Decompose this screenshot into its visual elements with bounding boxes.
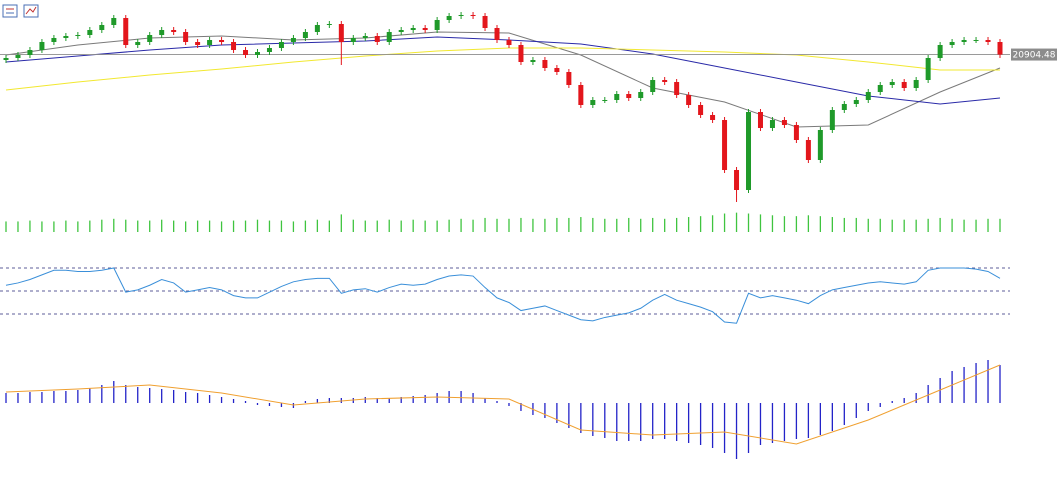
candle-body bbox=[650, 80, 656, 92]
icon-line bbox=[25, 6, 37, 15]
candle-body bbox=[207, 40, 213, 45]
candle-body bbox=[326, 24, 332, 25]
candle-body bbox=[147, 35, 153, 42]
candle-body bbox=[266, 48, 272, 52]
icon-chart[interactable] bbox=[23, 4, 39, 18]
candle-body bbox=[985, 40, 991, 42]
candle-body bbox=[123, 18, 129, 45]
candle-body bbox=[422, 28, 428, 30]
candle-body bbox=[314, 25, 320, 32]
candle-body bbox=[518, 45, 524, 62]
candle-body bbox=[386, 32, 392, 42]
candle-body bbox=[338, 24, 344, 42]
candle-body bbox=[302, 32, 308, 38]
candle-body bbox=[494, 28, 500, 40]
candle-body bbox=[913, 80, 919, 88]
candle-body bbox=[63, 36, 69, 38]
candle-body bbox=[135, 42, 141, 45]
candle-body bbox=[626, 94, 632, 98]
last-price-box bbox=[1011, 48, 1057, 61]
candle-body bbox=[290, 38, 296, 42]
candle-body bbox=[817, 130, 823, 160]
candle-body bbox=[219, 40, 225, 42]
icon-list[interactable] bbox=[2, 4, 18, 18]
candle-body bbox=[434, 20, 440, 30]
candle-body bbox=[662, 80, 668, 82]
candle-body bbox=[15, 55, 21, 58]
candle-body bbox=[458, 15, 464, 16]
candle-body bbox=[350, 38, 356, 42]
moving-average bbox=[5, 31, 1001, 128]
candle-body bbox=[686, 95, 692, 105]
candle-body bbox=[446, 16, 452, 20]
candle-body bbox=[75, 35, 81, 36]
candle-body bbox=[111, 18, 117, 25]
candle-body bbox=[865, 92, 871, 100]
candle-body bbox=[171, 30, 177, 32]
signal-line bbox=[5, 364, 1001, 445]
candle-body bbox=[877, 85, 883, 92]
candle-body bbox=[39, 42, 45, 50]
candle-body bbox=[362, 36, 368, 38]
candle-body bbox=[374, 36, 380, 42]
candle-body bbox=[841, 104, 847, 110]
candle-body bbox=[829, 110, 835, 130]
candle-body bbox=[614, 94, 620, 100]
candle-body bbox=[889, 82, 895, 85]
candle-body bbox=[901, 82, 907, 88]
candle-body bbox=[87, 30, 93, 35]
candle-body bbox=[398, 30, 404, 32]
candle-body bbox=[973, 40, 979, 41]
candle-body bbox=[159, 30, 165, 35]
candle-body bbox=[997, 42, 1003, 55]
candle-body bbox=[937, 45, 943, 58]
candle-body bbox=[793, 125, 799, 140]
candle-body bbox=[961, 40, 967, 42]
candle-body bbox=[853, 100, 859, 104]
candle-body bbox=[734, 170, 740, 190]
candle-body bbox=[243, 50, 249, 55]
candle-body bbox=[769, 120, 775, 128]
candle-body bbox=[410, 28, 416, 30]
candle-body bbox=[925, 58, 931, 80]
candle-body bbox=[602, 100, 608, 101]
candle-body bbox=[949, 42, 955, 45]
candle-body bbox=[183, 32, 189, 42]
candle-body bbox=[506, 40, 512, 45]
candle-body bbox=[757, 112, 763, 128]
last-price-label: 20904.48 bbox=[1013, 51, 1056, 61]
candle-body bbox=[554, 68, 560, 72]
candle-body bbox=[470, 15, 476, 16]
candle-body bbox=[746, 112, 752, 190]
candle-body bbox=[578, 85, 584, 105]
candle-body bbox=[542, 60, 548, 68]
moving-average bbox=[5, 36, 1001, 105]
candle-body bbox=[3, 58, 9, 60]
candle-body bbox=[674, 82, 680, 95]
candle-body bbox=[805, 140, 811, 160]
candle-body bbox=[590, 100, 596, 105]
candle-body bbox=[27, 50, 33, 55]
candle-body bbox=[722, 120, 728, 170]
candle-body bbox=[278, 42, 284, 48]
candle-body bbox=[482, 16, 488, 28]
candle-body bbox=[530, 60, 536, 62]
candle-body bbox=[99, 25, 105, 30]
candle-body bbox=[710, 115, 716, 120]
candle-body bbox=[698, 105, 704, 115]
candle-body bbox=[638, 92, 644, 98]
indicator-line bbox=[5, 267, 1001, 324]
toolbar-icons bbox=[2, 4, 39, 18]
candle-body bbox=[195, 42, 201, 45]
candle-body bbox=[254, 52, 260, 55]
candle-body bbox=[566, 72, 572, 85]
candle-body bbox=[231, 42, 237, 50]
candle-body bbox=[51, 38, 57, 42]
candle-body bbox=[781, 120, 787, 125]
